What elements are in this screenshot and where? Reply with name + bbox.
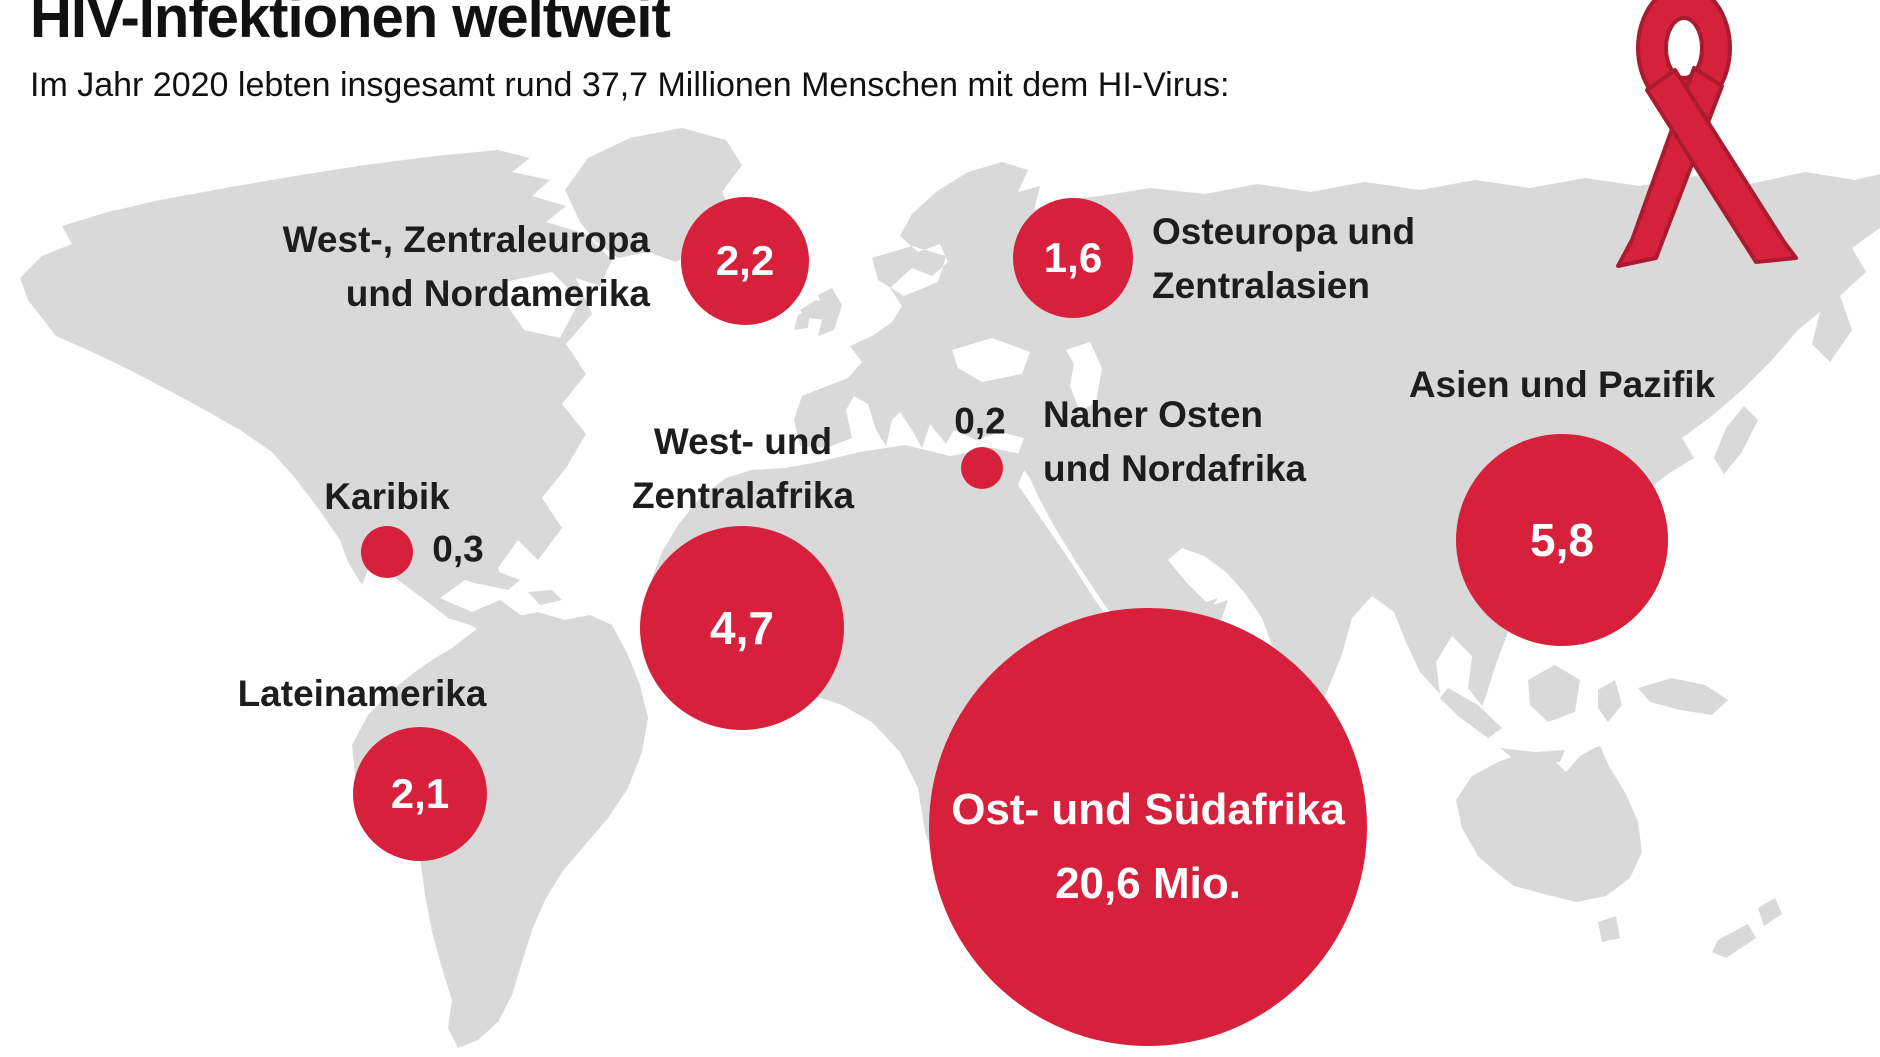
bubble-value-west-zentraleuropa-und-nordamerika: 2,2 xyxy=(715,237,775,284)
outside-value-karibik: 0,3 xyxy=(432,528,484,570)
island-borneo xyxy=(1528,665,1580,722)
bubble-value-osteuropa-und-zentralasien: 1,6 xyxy=(1043,234,1103,281)
ribbon-tail-right xyxy=(1645,68,1798,264)
region-label-line: Lateinamerika xyxy=(237,673,487,714)
bubble-west-und-zentralafrika: 4,7 xyxy=(640,526,844,730)
island-new-zealand-south xyxy=(1712,924,1756,958)
island-sumatra xyxy=(1440,688,1502,738)
region-label-line: Karibik xyxy=(324,476,450,517)
bubble-ost-und-suedafrika: Ost- und Südafrika 20,6 Mio. xyxy=(929,608,1367,1046)
bubble-karibik xyxy=(361,526,413,578)
bubble-osteuropa-und-zentralasien: 1,6 xyxy=(1013,198,1133,318)
region-label-line: Zentralafrika xyxy=(631,474,855,516)
island-japan xyxy=(1714,406,1758,474)
bubble-asien-und-pazifik: 5,8 xyxy=(1456,434,1668,646)
region-label-naher-osten-und-nordafrika: Naher Osten und Nordafrika xyxy=(1043,388,1306,495)
island-hispaniola xyxy=(528,590,562,605)
island-ireland xyxy=(794,310,810,330)
region-label-west-und-zentralafrika: West- und Zentralafrika xyxy=(632,415,854,522)
bubble-value-asien-und-pazifik: 5,8 xyxy=(1530,514,1594,566)
island-new-guinea xyxy=(1638,678,1728,715)
region-label-west-zentraleuropa-und-nordamerika: West-, Zentraleuropa und Nordamerika xyxy=(283,213,650,320)
region-label-osteuropa-und-zentralasien: Osteuropa und Zentralasien xyxy=(1152,205,1415,312)
bubble-naher-osten-und-nordafrika xyxy=(961,447,1003,489)
bubble-lateinamerika: 2,1 xyxy=(353,727,487,861)
region-label-lateinamerika: Lateinamerika xyxy=(238,667,487,721)
bubble-west-zentraleuropa-und-nordamerika: 2,2 xyxy=(681,197,809,325)
region-label-line: Naher Osten xyxy=(1043,394,1264,435)
outside-value-naher-osten-und-nordafrika: 0,2 xyxy=(954,400,1006,442)
island-new-zealand-north xyxy=(1758,898,1782,926)
island-sulawesi xyxy=(1598,680,1622,722)
aids-ribbon-icon xyxy=(1616,0,1798,268)
region-label-line: und Nordafrika xyxy=(1043,447,1307,489)
island-cuba xyxy=(448,562,520,590)
continent-australia xyxy=(1456,746,1642,902)
region-label-line: Zentralasien xyxy=(1152,264,1370,306)
region-label-karibik: Karibik xyxy=(324,470,449,524)
region-label-line: West- und xyxy=(653,421,833,462)
island-tasmania xyxy=(1598,916,1620,942)
region-label-line: Osteuropa und xyxy=(1152,211,1416,252)
bubble-value-lateinamerika: 2,1 xyxy=(390,770,450,817)
continent-north-america xyxy=(20,150,612,690)
region-label-line: West-, Zentraleuropa xyxy=(282,219,650,260)
page-title: HIV-Infektionen weltweit xyxy=(30,0,671,50)
continent-south-america xyxy=(352,612,648,1048)
island-britain xyxy=(818,288,842,336)
bubble-value-ost-und-suedafrika: 20,6 Mio. xyxy=(1055,859,1241,908)
bubble-region-name-ost-und-suedafrika: Ost- und Südafrika xyxy=(951,785,1345,834)
region-label-asien-und-pazifik: Asien und Pazifik xyxy=(1409,358,1715,412)
bubble-value-west-und-zentralafrika: 4,7 xyxy=(710,602,774,654)
region-label-line: Asien und Pazifik xyxy=(1408,364,1716,405)
region-label-line: und Nordamerika xyxy=(345,272,650,314)
page-subtitle: Im Jahr 2020 lebten insgesamt rund 37,7 … xyxy=(30,66,1230,104)
